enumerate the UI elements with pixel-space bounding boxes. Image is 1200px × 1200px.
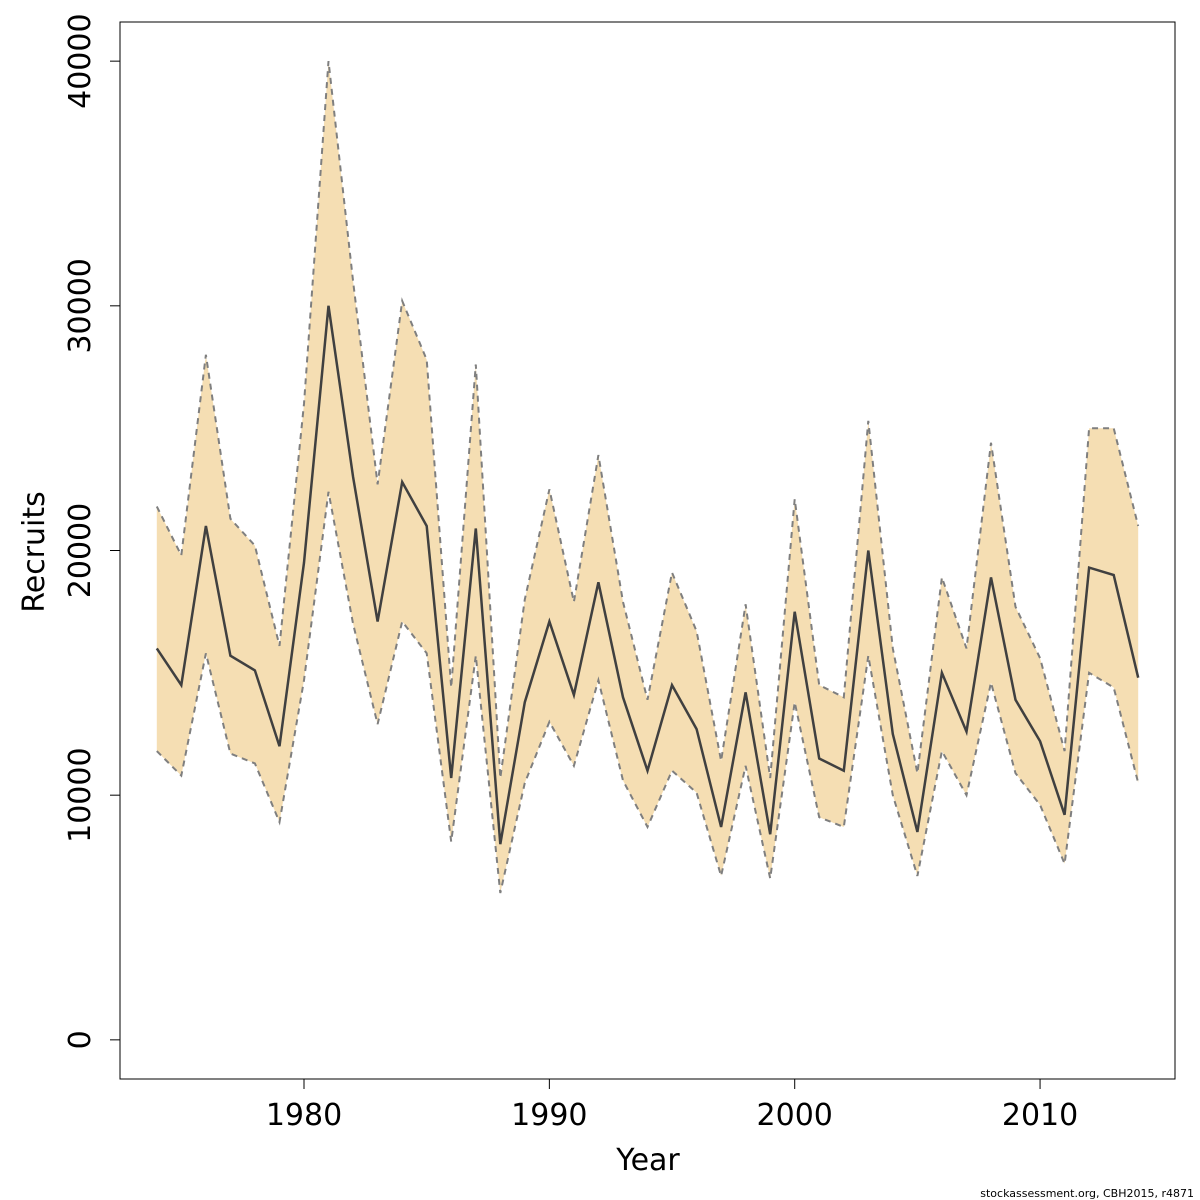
y-tick-label: 30000 [63,258,98,353]
y-axis-title: Recruits [17,491,52,613]
estimate-line [155,305,1140,845]
lower-bound-line [156,491,1140,894]
y-tick-label: 0 [63,1030,98,1049]
upper-bound-line [155,60,1140,779]
y-tick-label: 40000 [63,13,98,108]
x-tick-label: 2010 [1002,1098,1078,1133]
confidence-band [156,61,1139,894]
x-tick-label: 1990 [511,1098,587,1133]
x-axis-title: Year [615,1143,680,1178]
y-tick-label: 10000 [63,747,98,842]
x-tick-label: 2000 [757,1098,833,1133]
plot-frame [119,21,1176,1080]
credit-text: stockassessment.org, CBH2015, r4871 [980,1187,1194,1200]
y-tick-label: 20000 [63,503,98,598]
x-tick-label: 1980 [266,1098,342,1133]
